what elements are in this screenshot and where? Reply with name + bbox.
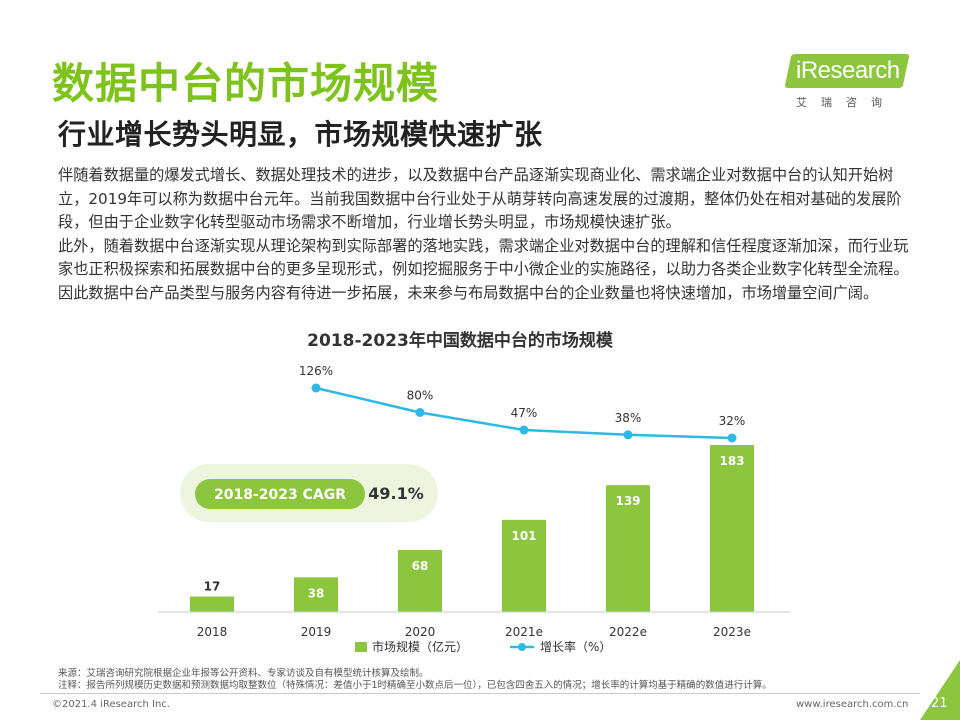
bar-2019	[294, 577, 338, 612]
growth-rate-point	[623, 430, 633, 440]
legend-line-marker	[518, 643, 526, 651]
growth-rate-point	[519, 425, 529, 435]
annotation-note: 注释：报告所列规模历史数据和预测数据均取整数位（特殊情况：差值小于1时精确至小数…	[58, 680, 772, 691]
page-title: 数据中台的市场规模	[52, 59, 440, 108]
chart-title: 2018-2023年中国数据中台的市场规模	[307, 330, 614, 351]
body-paragraph: 此外，随着数据中台逐渐实现从理论架构到实际部署的落地实践，需求端企业对数据中台的…	[58, 236, 909, 302]
bar-value-label: 183	[719, 454, 744, 468]
bar-value-label: 38	[308, 586, 325, 600]
logo-subtext: 艾瑞咨询	[796, 96, 896, 109]
bar-2022e	[606, 485, 650, 612]
copyright: ©2021.4 iResearch Inc.	[52, 699, 170, 710]
x-tick-label: 2022e	[609, 625, 647, 639]
iresearch-logo: iResearch 艾瑞咨询	[784, 52, 924, 112]
legend-bar-label: 市场规模（亿元）	[372, 639, 468, 654]
x-tick-label: 2023e	[713, 625, 751, 639]
body-text: 伴随着数据量的爆发式增长、数据处理技术的进步，以及数据中台产品逐渐实现商业化、需…	[58, 164, 918, 305]
cagr-callout: 2018-2023 CAGR 49.1%	[180, 464, 438, 522]
bar-2021e	[502, 519, 546, 612]
page-number: 21	[931, 696, 948, 711]
growth-rate-point	[415, 407, 425, 417]
legend-line-label: 增长率（%）	[540, 639, 611, 654]
legend-bar-swatch	[355, 642, 367, 652]
x-tick-label: 2019	[301, 625, 332, 639]
cagr-label: 2018-2023 CAGR	[214, 487, 346, 503]
bar-value-label: 139	[615, 494, 640, 508]
source-note: 来源：艾瑞咨询研究院根据企业年报等公开资料、专家访谈及自有模型统计核算及绘制。	[58, 668, 429, 679]
growth-rate-label: 32%	[719, 414, 746, 428]
growth-rate-label: 80%	[407, 388, 434, 402]
website-link[interactable]: www.iresearch.com.cn	[796, 699, 909, 710]
x-tick-label: 2020	[405, 625, 436, 639]
x-tick-label: 2018	[197, 625, 228, 639]
bar-2020	[398, 549, 442, 612]
bar-value-label: 68	[412, 559, 429, 573]
page-subtitle: 行业增长势头明显，市场规模快速扩张	[58, 118, 543, 151]
growth-rate-point	[727, 433, 737, 443]
x-tick-label: 2021e	[505, 625, 543, 639]
growth-rate-point	[311, 383, 321, 393]
body-paragraph: 伴随着数据量的爆发式增长、数据处理技术的进步，以及数据中台产品逐渐实现商业化、需…	[58, 166, 902, 231]
bar-2023e	[710, 445, 754, 612]
bar-value-label: 17	[204, 579, 221, 593]
growth-rate-label: 38%	[615, 411, 642, 425]
corner-decoration	[920, 660, 960, 720]
market-size-chart: 2018-2023年中国数据中台的市场规模 2018-2023 CAGR 49.…	[158, 330, 790, 654]
cagr-value: 49.1%	[368, 484, 424, 503]
bar-value-label: 101	[511, 529, 536, 543]
footer-notes: 来源：艾瑞咨询研究院根据企业年报等公开资料、专家访谈及自有模型统计核算及绘制。 …	[58, 668, 918, 692]
growth-rate-label: 126%	[299, 364, 333, 378]
logo-text: iResearch	[796, 57, 900, 84]
growth-rate-label: 47%	[511, 406, 538, 420]
bar-2018	[190, 596, 234, 612]
footer-divider	[40, 693, 920, 694]
